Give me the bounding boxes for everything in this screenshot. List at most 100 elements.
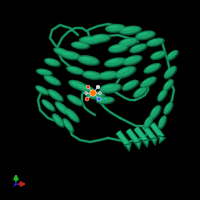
Ellipse shape bbox=[158, 89, 168, 102]
Ellipse shape bbox=[132, 45, 140, 49]
Ellipse shape bbox=[69, 80, 89, 91]
Ellipse shape bbox=[144, 64, 162, 74]
Ellipse shape bbox=[164, 66, 177, 79]
Ellipse shape bbox=[119, 26, 142, 35]
Ellipse shape bbox=[165, 67, 175, 77]
Ellipse shape bbox=[79, 37, 102, 45]
Ellipse shape bbox=[144, 116, 153, 129]
Ellipse shape bbox=[151, 108, 156, 114]
Ellipse shape bbox=[53, 47, 71, 57]
Ellipse shape bbox=[77, 55, 99, 65]
Ellipse shape bbox=[158, 90, 166, 100]
Ellipse shape bbox=[138, 32, 148, 36]
Ellipse shape bbox=[140, 77, 157, 89]
Ellipse shape bbox=[153, 52, 160, 56]
Ellipse shape bbox=[67, 111, 73, 117]
Ellipse shape bbox=[36, 86, 50, 96]
Ellipse shape bbox=[49, 91, 57, 97]
Ellipse shape bbox=[164, 81, 169, 87]
Ellipse shape bbox=[80, 57, 91, 60]
Ellipse shape bbox=[42, 99, 54, 111]
Ellipse shape bbox=[147, 38, 165, 47]
Ellipse shape bbox=[105, 24, 126, 33]
Ellipse shape bbox=[82, 71, 102, 79]
Ellipse shape bbox=[123, 81, 137, 89]
Ellipse shape bbox=[52, 113, 64, 127]
Ellipse shape bbox=[53, 115, 63, 125]
Ellipse shape bbox=[122, 27, 133, 30]
Ellipse shape bbox=[125, 57, 135, 61]
Circle shape bbox=[96, 85, 100, 89]
Ellipse shape bbox=[96, 96, 114, 104]
Ellipse shape bbox=[38, 70, 46, 72]
Ellipse shape bbox=[158, 116, 166, 128]
Ellipse shape bbox=[145, 64, 159, 72]
Ellipse shape bbox=[164, 102, 174, 115]
Ellipse shape bbox=[131, 45, 145, 51]
Circle shape bbox=[97, 97, 101, 101]
Ellipse shape bbox=[66, 109, 78, 121]
Ellipse shape bbox=[123, 56, 143, 66]
Ellipse shape bbox=[108, 25, 118, 28]
Ellipse shape bbox=[121, 39, 131, 43]
Ellipse shape bbox=[119, 26, 141, 34]
Ellipse shape bbox=[72, 42, 88, 48]
Ellipse shape bbox=[63, 52, 73, 55]
Ellipse shape bbox=[165, 68, 171, 74]
Ellipse shape bbox=[137, 32, 153, 38]
Ellipse shape bbox=[45, 76, 59, 84]
Ellipse shape bbox=[42, 100, 56, 112]
Ellipse shape bbox=[150, 51, 166, 59]
Ellipse shape bbox=[57, 104, 64, 110]
Ellipse shape bbox=[90, 34, 111, 43]
Ellipse shape bbox=[99, 83, 121, 93]
Ellipse shape bbox=[105, 24, 125, 32]
Circle shape bbox=[98, 92, 102, 95]
Ellipse shape bbox=[164, 80, 172, 90]
Ellipse shape bbox=[118, 37, 138, 47]
Ellipse shape bbox=[110, 45, 126, 51]
Ellipse shape bbox=[129, 43, 147, 53]
Ellipse shape bbox=[64, 121, 69, 127]
Ellipse shape bbox=[107, 25, 123, 31]
Ellipse shape bbox=[122, 80, 138, 90]
Ellipse shape bbox=[148, 39, 162, 45]
Ellipse shape bbox=[85, 91, 106, 100]
Ellipse shape bbox=[69, 96, 77, 101]
Ellipse shape bbox=[157, 89, 167, 101]
Ellipse shape bbox=[54, 48, 72, 58]
Ellipse shape bbox=[145, 118, 149, 124]
Ellipse shape bbox=[149, 39, 158, 43]
Ellipse shape bbox=[36, 69, 53, 76]
Circle shape bbox=[90, 90, 96, 96]
Ellipse shape bbox=[79, 36, 101, 44]
Ellipse shape bbox=[69, 80, 87, 90]
Ellipse shape bbox=[64, 119, 72, 131]
Ellipse shape bbox=[100, 72, 116, 78]
Ellipse shape bbox=[101, 84, 119, 92]
Ellipse shape bbox=[102, 85, 113, 88]
Ellipse shape bbox=[122, 55, 142, 65]
Ellipse shape bbox=[43, 100, 53, 110]
Ellipse shape bbox=[133, 87, 147, 97]
Ellipse shape bbox=[77, 56, 100, 66]
Ellipse shape bbox=[85, 91, 105, 99]
Ellipse shape bbox=[68, 96, 82, 104]
Ellipse shape bbox=[82, 37, 93, 40]
Ellipse shape bbox=[115, 66, 135, 78]
Ellipse shape bbox=[165, 104, 169, 110]
Ellipse shape bbox=[135, 31, 156, 40]
Ellipse shape bbox=[116, 67, 134, 77]
Ellipse shape bbox=[56, 103, 68, 113]
Ellipse shape bbox=[135, 88, 142, 93]
Ellipse shape bbox=[164, 66, 176, 78]
Ellipse shape bbox=[49, 90, 61, 100]
Ellipse shape bbox=[43, 101, 50, 107]
Ellipse shape bbox=[134, 88, 146, 96]
Ellipse shape bbox=[151, 106, 159, 118]
Ellipse shape bbox=[146, 65, 154, 69]
Ellipse shape bbox=[134, 87, 148, 99]
Ellipse shape bbox=[87, 92, 103, 98]
Ellipse shape bbox=[84, 72, 100, 78]
Ellipse shape bbox=[130, 44, 148, 54]
